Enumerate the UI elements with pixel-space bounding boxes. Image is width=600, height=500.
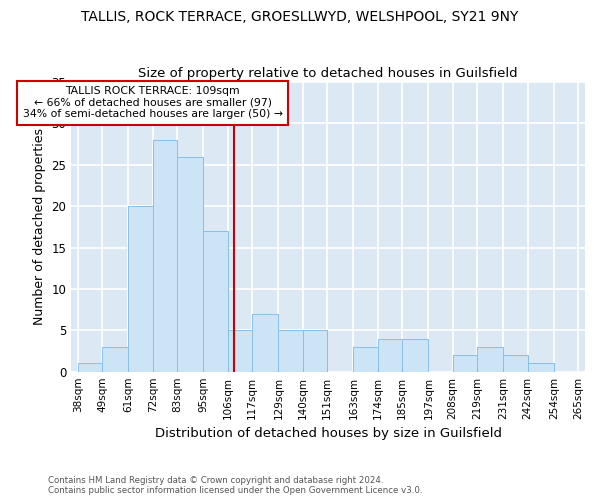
Bar	[102, 347, 128, 372]
Title: Size of property relative to detached houses in Guilsfield: Size of property relative to detached ho…	[138, 66, 518, 80]
Bar	[452, 355, 477, 372]
Bar	[128, 206, 153, 372]
Bar	[228, 330, 252, 372]
Bar	[353, 347, 377, 372]
Bar	[527, 364, 554, 372]
Bar	[503, 355, 527, 372]
Bar	[278, 330, 303, 372]
Text: Contains HM Land Registry data © Crown copyright and database right 2024.
Contai: Contains HM Land Registry data © Crown c…	[48, 476, 422, 495]
Text: TALLIS ROCK TERRACE: 109sqm
← 66% of detached houses are smaller (97)
34% of sem: TALLIS ROCK TERRACE: 109sqm ← 66% of det…	[23, 86, 283, 120]
X-axis label: Distribution of detached houses by size in Guilsfield: Distribution of detached houses by size …	[155, 427, 502, 440]
Bar	[203, 231, 228, 372]
Bar	[402, 338, 428, 372]
Bar	[177, 156, 203, 372]
Bar	[153, 140, 177, 372]
Bar	[477, 347, 503, 372]
Bar	[252, 314, 278, 372]
Bar	[377, 338, 402, 372]
Bar	[303, 330, 327, 372]
Text: TALLIS, ROCK TERRACE, GROESLLWYD, WELSHPOOL, SY21 9NY: TALLIS, ROCK TERRACE, GROESLLWYD, WELSHP…	[82, 10, 518, 24]
Bar	[78, 364, 102, 372]
Y-axis label: Number of detached properties: Number of detached properties	[33, 128, 46, 326]
